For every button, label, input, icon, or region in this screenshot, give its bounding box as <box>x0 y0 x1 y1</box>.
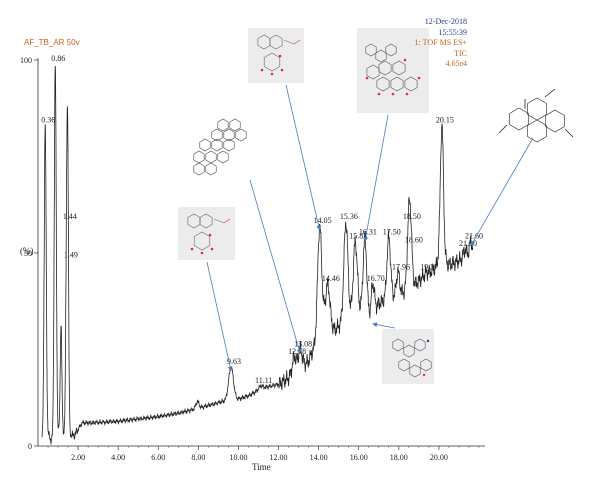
info-time: 15:55:39 <box>438 27 467 37</box>
x-tick-label: 8.00 <box>191 453 205 462</box>
structure-16-70-arrow <box>372 322 396 329</box>
x-tick-label: 4.00 <box>111 453 125 462</box>
peak-label: 21.60 <box>465 231 483 240</box>
info-intensity: 4.65e4 <box>445 59 467 68</box>
peak-label: 20.15 <box>436 116 454 125</box>
structure-21-60-arrow <box>470 137 534 246</box>
y-tick-label: 0 <box>28 442 32 451</box>
peak-label: 19.37 <box>420 262 438 271</box>
x-tick-label: 10.00 <box>229 453 247 462</box>
axes: 2.00 4.00 6.00 8.00 10.00 12.00 14.00 16.00 18.0… <box>20 56 485 462</box>
structure-16-31 <box>357 28 429 113</box>
y-axis-title: (%) <box>20 246 34 256</box>
peak-label: 18.60 <box>405 235 423 244</box>
structure-14-05-arrow <box>285 84 321 231</box>
peak-label: 15.36 <box>340 212 358 221</box>
peak-label: 11.11 <box>255 376 272 385</box>
peak-label: 17.96 <box>392 262 410 271</box>
peak-label: 13.08 <box>294 340 312 349</box>
structure-9-63 <box>178 207 235 260</box>
x-tick-label: 12.00 <box>270 453 288 462</box>
structure-13-08-arrow <box>249 179 302 354</box>
structure-16-31-arrow <box>363 114 389 243</box>
peak-label: 12.78 <box>288 347 306 356</box>
info-scan: 1: TOF MS ES+ <box>414 38 467 47</box>
structure-9-63-arrow <box>206 261 233 372</box>
y-tick-label: 50 <box>24 249 32 258</box>
x-tick-label: 14.00 <box>310 453 328 462</box>
peak-label: 0.86 <box>51 54 65 63</box>
structure-16-70 <box>382 329 434 384</box>
structure-21-60 <box>498 88 574 143</box>
sample-label: AF_TB_AR 50v <box>24 38 80 47</box>
x-tick-label: 18.00 <box>390 453 408 462</box>
info-trace: TIC <box>454 48 467 58</box>
peak-label: 16.70 <box>367 274 385 283</box>
x-tick-label: 6.00 <box>151 453 165 462</box>
peak-label: 14.05 <box>314 216 332 225</box>
peak-label: 15.83 <box>349 231 367 240</box>
peak-label: 1.49 <box>64 251 78 260</box>
y-tick-label: 100 <box>20 56 32 65</box>
tic-line <box>41 65 474 445</box>
peak-label: 18.50 <box>403 212 421 221</box>
structure-13-08 <box>193 118 247 176</box>
x-tick-label: 16.00 <box>350 453 368 462</box>
peak-label: 0.36 <box>41 116 55 125</box>
x-axis-title: Time <box>252 462 271 472</box>
structures <box>178 28 574 384</box>
info-panel: 12-Dec-2018 15:55:39 1: TOF MS ES+ TIC 4… <box>415 17 467 70</box>
x-tick-label: 20.00 <box>430 453 448 462</box>
peak-label: 9.63 <box>227 357 241 366</box>
x-tick-label: 2.00 <box>71 453 85 462</box>
info-date: 12-Dec-2018 <box>424 17 467 26</box>
peak-label: 21.30 <box>459 239 477 248</box>
peak-label: 14.46 <box>322 274 340 283</box>
peak-label: 1.44 <box>63 212 77 221</box>
structure-14-05 <box>248 28 304 83</box>
tic-trace <box>41 65 474 445</box>
peak-label: 17.50 <box>383 228 401 237</box>
peak-label: 16.31 <box>359 228 377 237</box>
